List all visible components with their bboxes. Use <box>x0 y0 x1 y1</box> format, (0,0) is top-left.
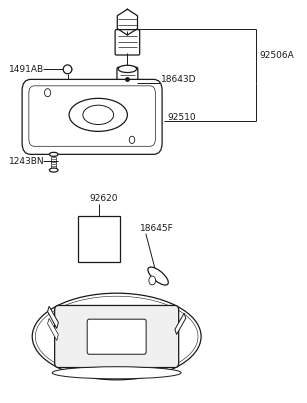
Ellipse shape <box>35 296 198 377</box>
FancyBboxPatch shape <box>115 29 140 55</box>
FancyBboxPatch shape <box>22 79 162 154</box>
FancyBboxPatch shape <box>55 305 179 368</box>
Ellipse shape <box>32 293 201 380</box>
Ellipse shape <box>63 65 72 74</box>
Ellipse shape <box>52 367 181 379</box>
Ellipse shape <box>149 276 156 285</box>
Text: 92506A: 92506A <box>259 51 294 60</box>
Text: 18643D: 18643D <box>161 75 197 84</box>
Ellipse shape <box>118 65 137 73</box>
Text: 92620: 92620 <box>90 194 118 203</box>
Ellipse shape <box>49 152 58 156</box>
Text: 18645F: 18645F <box>140 224 173 233</box>
Ellipse shape <box>148 267 168 285</box>
Ellipse shape <box>49 168 58 172</box>
Polygon shape <box>48 318 58 341</box>
Ellipse shape <box>69 98 127 131</box>
Ellipse shape <box>129 136 135 143</box>
Text: 1491AB: 1491AB <box>9 65 44 74</box>
Polygon shape <box>117 9 138 35</box>
Text: 1243BN: 1243BN <box>9 157 45 166</box>
Text: 92510: 92510 <box>167 113 196 122</box>
FancyBboxPatch shape <box>29 86 155 146</box>
Polygon shape <box>175 313 186 334</box>
Polygon shape <box>48 306 58 328</box>
Ellipse shape <box>83 105 114 125</box>
Bar <box>78 216 120 262</box>
FancyBboxPatch shape <box>87 319 146 354</box>
Ellipse shape <box>45 89 51 97</box>
FancyBboxPatch shape <box>117 67 138 98</box>
